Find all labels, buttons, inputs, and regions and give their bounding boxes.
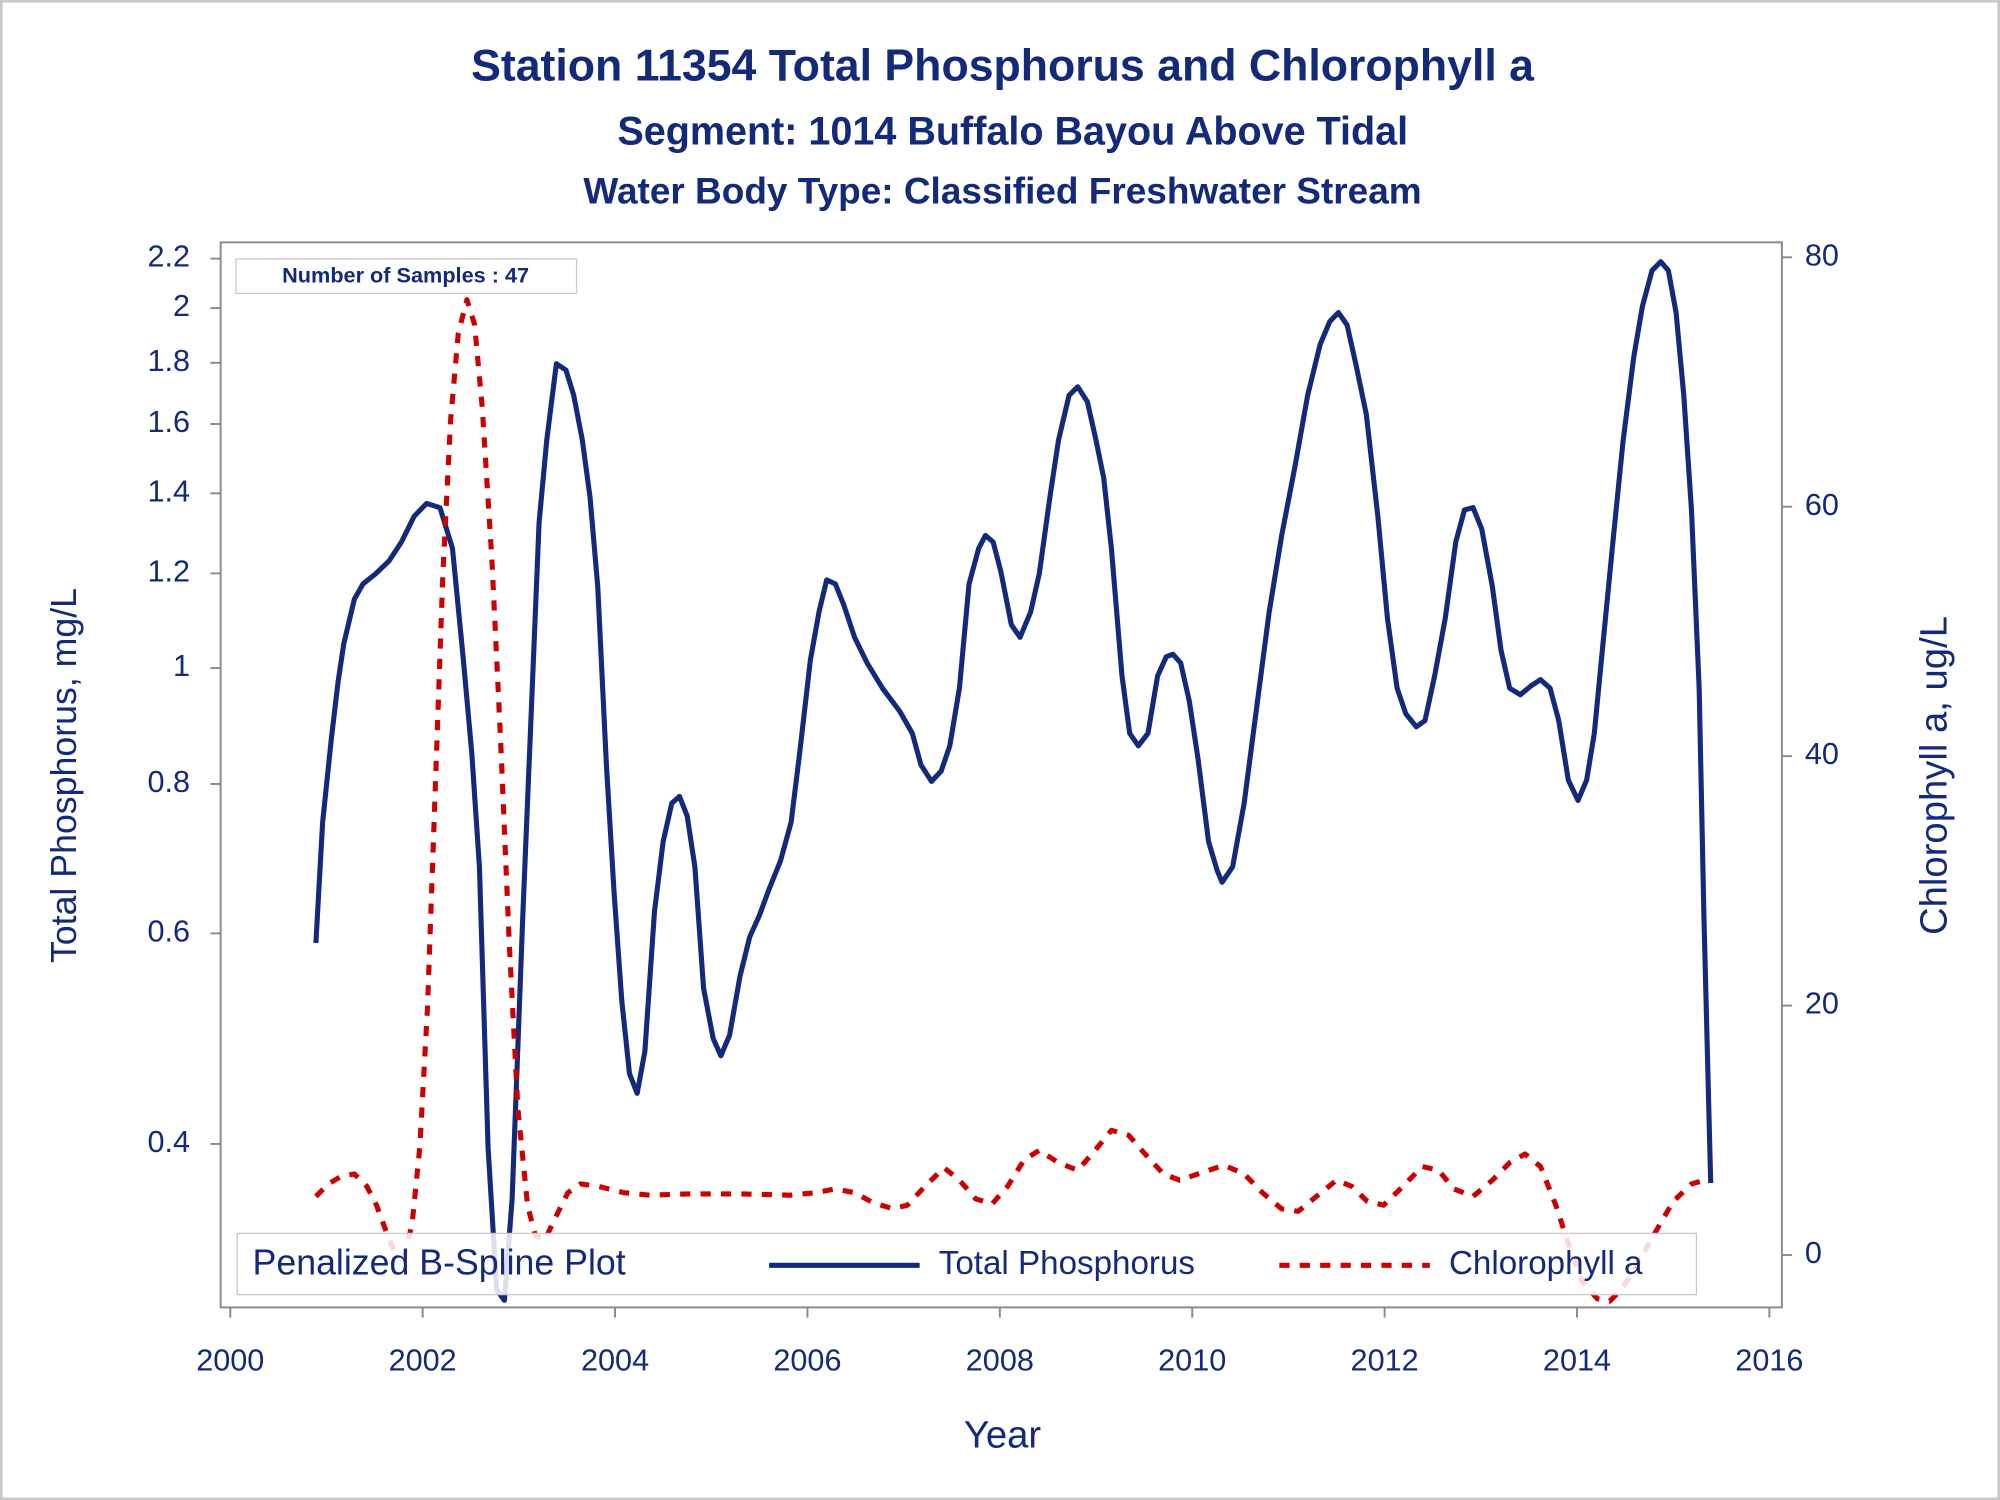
y-tick-label: 1.8 — [147, 344, 190, 378]
y-tick-label: 2 — [173, 289, 190, 323]
y-axis-label: Total Phosphorus, mg/L — [44, 588, 84, 963]
x-tick-label: 2008 — [966, 1343, 1034, 1377]
y-tick-label: 1.6 — [147, 405, 190, 439]
x-tick-label: 2006 — [773, 1343, 841, 1377]
x-tick-label: 2004 — [581, 1343, 649, 1377]
x-tick-label: 2014 — [1543, 1343, 1611, 1377]
plot-area — [219, 241, 1783, 1309]
chart-title: Station 11354 Total Phosphorus and Chlor… — [471, 42, 1535, 91]
y-tick-label: 1 — [173, 649, 190, 683]
series-line — [314, 297, 1710, 1304]
annotation-box — [235, 258, 578, 295]
legend-label: Total Phosphorus — [939, 1245, 1195, 1282]
y-tick-label: 0.4 — [147, 1125, 190, 1159]
x-tick-label: 2002 — [389, 1343, 457, 1377]
x-tick-label: 2000 — [196, 1343, 264, 1377]
y-tick-label: 0.8 — [147, 765, 190, 799]
legend-title: Penalized B-Spline Plot — [253, 1243, 626, 1283]
annotation: Number of Samples : 47 — [282, 263, 529, 288]
y-tick-label: 2.2 — [147, 240, 190, 274]
x-tick-label: 2012 — [1351, 1343, 1419, 1377]
x-axis-label: Year — [964, 1414, 1042, 1457]
y2-tick-label: 40 — [1805, 737, 1839, 771]
x-tick-label: 2010 — [1158, 1343, 1226, 1377]
subtitle: Segment: 1014 Buffalo Bayou Above Tidal — [617, 109, 1408, 153]
y2-axis-label: Chlorophyll a, ug/L — [1912, 616, 1955, 935]
y2-tick-label: 0 — [1805, 1236, 1822, 1270]
y-tick-label: 0.6 — [147, 914, 190, 948]
lines — [313, 259, 1714, 1304]
y2-tick-label: 60 — [1805, 488, 1839, 522]
x-tick-label: 2016 — [1735, 1343, 1803, 1377]
y-tick-label: 1.2 — [147, 554, 190, 588]
legend-box — [236, 1232, 1698, 1296]
series-line — [313, 259, 1714, 1303]
legend-label: Chlorophyll a — [1449, 1245, 1643, 1282]
y2-tick-label: 80 — [1805, 238, 1839, 272]
y2-tick-label: 20 — [1805, 987, 1839, 1021]
subtitle: Water Body Type: Classified Freshwater S… — [583, 171, 1421, 212]
y-tick-label: 1.4 — [147, 474, 190, 508]
